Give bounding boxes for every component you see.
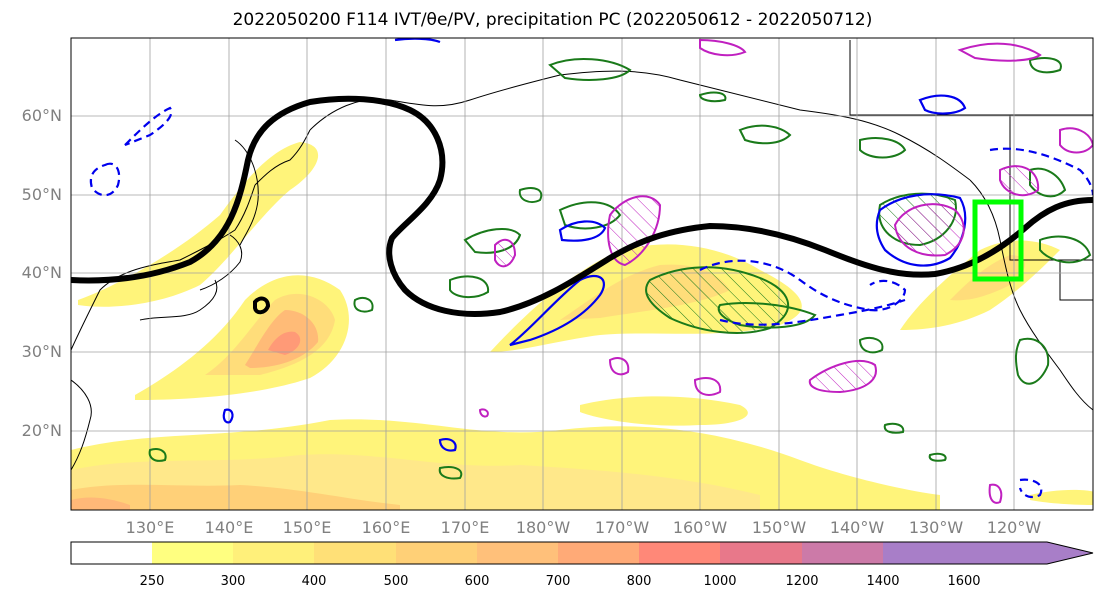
pv-contour <box>71 95 1093 317</box>
colorbar-tick: 1000 <box>703 574 737 589</box>
lat-label: 20°N <box>21 421 62 440</box>
blue-contours <box>89 38 1093 499</box>
colorbar-tick: 1400 <box>866 574 900 589</box>
colorbar <box>70 541 1094 565</box>
lon-label: 170°E <box>440 518 490 537</box>
lon-label: 130°W <box>908 518 964 537</box>
colorbar-tick: 1200 <box>785 574 819 589</box>
lat-label: 60°N <box>21 106 62 125</box>
colorbar-tick: 500 <box>383 574 409 589</box>
colorbar-tick: 300 <box>220 574 246 589</box>
coastlines <box>71 40 1093 471</box>
lon-label: 140°W <box>829 518 885 537</box>
figure-title: 2022050200 F114 IVT/θe/PV, precipitation… <box>232 10 873 30</box>
lon-label: 160°E <box>361 518 411 537</box>
colorbar-tick: 600 <box>464 574 490 589</box>
lon-label: 150°E <box>282 518 332 537</box>
target-region-box <box>972 199 1024 282</box>
lon-label: 160°W <box>672 518 728 537</box>
lat-label: 50°N <box>21 185 62 204</box>
lon-label: 170°W <box>594 518 650 537</box>
lon-label: 150°W <box>751 518 807 537</box>
colorbar-tick: 1600 <box>947 574 981 589</box>
colorbar-tick: 700 <box>545 574 571 589</box>
lon-label: 130°E <box>125 518 175 537</box>
lon-label: 120°W <box>986 518 1042 537</box>
map-frame <box>70 37 1094 511</box>
lat-label: 40°N <box>21 263 62 282</box>
colorbar-tick: 250 <box>139 574 165 589</box>
colorbar-tick: 800 <box>626 574 652 589</box>
colorbar-tick: 400 <box>301 574 327 589</box>
lon-label: 140°E <box>204 518 254 537</box>
magenta-contours <box>478 38 1093 504</box>
lat-label: 30°N <box>21 342 62 361</box>
lon-label: 180°W <box>515 518 571 537</box>
